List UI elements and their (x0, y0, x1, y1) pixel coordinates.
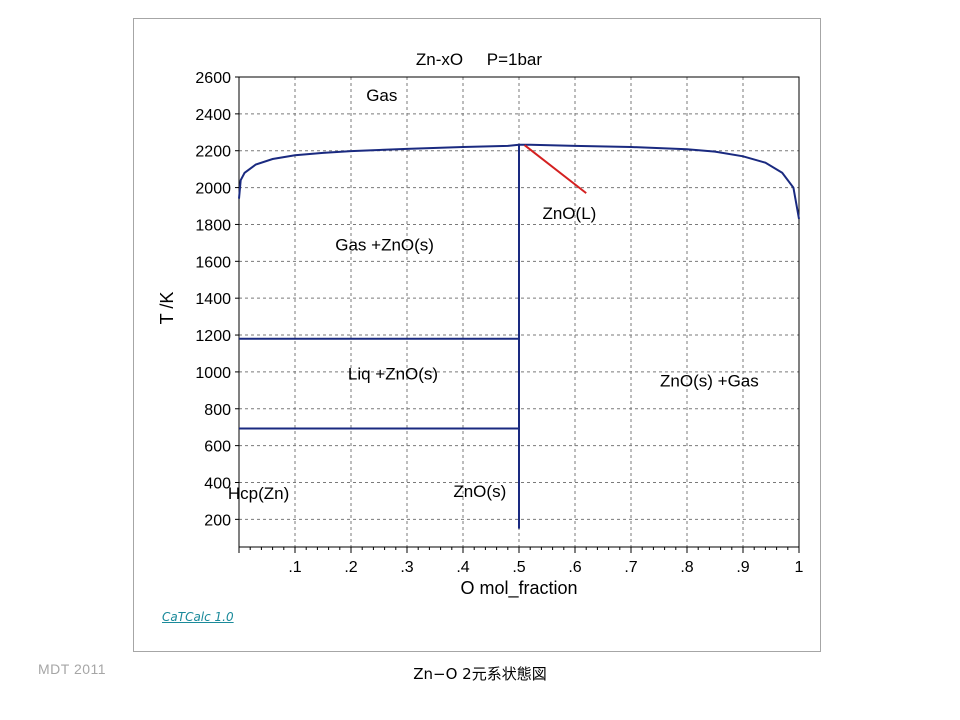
x-tick-label: .9 (736, 559, 749, 576)
x-tick-label: .1 (288, 559, 301, 576)
phase-boundary-line (238, 143, 800, 220)
y-tick-label: 400 (204, 475, 231, 492)
y-tick-label: 1000 (195, 365, 231, 382)
x-tick-label: .5 (512, 559, 525, 576)
y-tick-label: 1600 (195, 254, 231, 271)
y-tick-label: 2600 (195, 70, 231, 87)
y-axis-label: T /K (157, 292, 177, 325)
region-label: Gas (366, 86, 397, 105)
annotation-pointer (523, 144, 587, 194)
y-tick-label: 2200 (195, 144, 231, 161)
region-label: ZnO(s) (453, 482, 506, 501)
y-tick-label: 2400 (195, 107, 231, 124)
x-tick-label: .8 (680, 559, 693, 576)
x-tick-label: .6 (568, 559, 581, 576)
region-label: Hcp(Zn) (228, 484, 289, 503)
region-label: ZnO(s) +Gas (660, 372, 759, 391)
y-tick-label: 2000 (195, 181, 231, 198)
x-tick-label: .4 (456, 559, 469, 576)
y-tick-label: 200 (204, 512, 231, 529)
footer-credit: MDT 2011 (38, 661, 107, 677)
x-axis-label: O mol_fraction (460, 578, 577, 599)
slide-caption: Zn−O 2元系状態図 (413, 665, 547, 683)
x-tick-label: .2 (344, 559, 357, 576)
x-tick-label: 1 (795, 559, 804, 576)
catcalc-link[interactable]: CaTCalc 1.0 (162, 610, 234, 624)
region-label: Liq +ZnO(s) (348, 364, 438, 383)
y-tick-label: 1200 (195, 328, 231, 345)
x-tick-label: .7 (624, 559, 637, 576)
x-tick-label: .3 (400, 559, 413, 576)
y-tick-label: 800 (204, 402, 231, 419)
chart-title: Zn-xO P=1bar (416, 50, 542, 69)
region-label: Gas +ZnO(s) (335, 235, 434, 254)
y-tick-label: 1800 (195, 217, 231, 234)
y-tick-label: 1400 (195, 291, 231, 308)
y-tick-label: 600 (204, 439, 231, 456)
region-label: ZnO(L) (542, 204, 596, 223)
